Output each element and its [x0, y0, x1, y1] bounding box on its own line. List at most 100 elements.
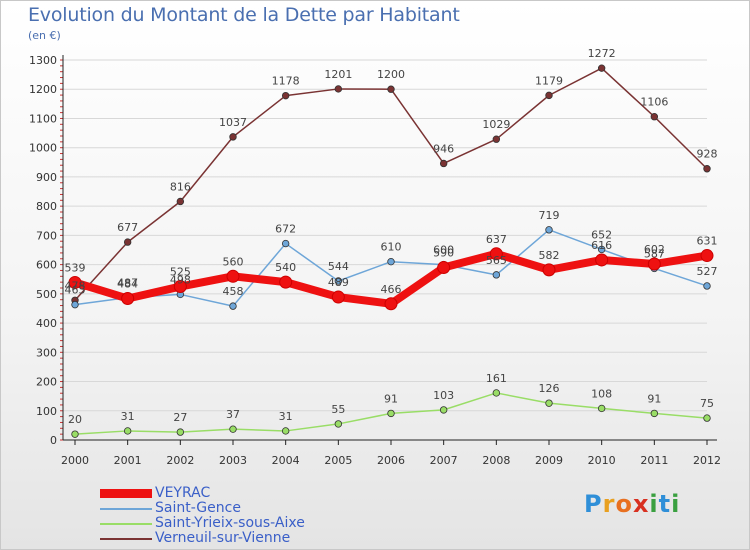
data-label-saint-gence: 719: [539, 209, 560, 222]
logo-letter: i: [671, 490, 681, 518]
data-point-saint-gence: [545, 226, 553, 234]
data-point-verneuil-sur-vienne: [439, 159, 448, 168]
data-label-saint-yrieix-sous-aixe: 31: [279, 410, 293, 423]
y-tick-label: 1100: [29, 112, 57, 125]
data-point-saint-yrieix-sous-aixe: [281, 427, 290, 435]
data-label-saint-gence: 498: [170, 273, 191, 286]
data-point-verneuil-sur-vienne: [703, 165, 711, 173]
data-label-veyrac: 616: [591, 239, 612, 252]
data-label-veyrac: 637: [486, 233, 507, 246]
data-label-saint-yrieix-sous-aixe: 75: [700, 397, 714, 410]
proxiti-logo: Proxiti: [584, 490, 680, 518]
y-tick-label: 600: [36, 259, 57, 272]
data-point-veyrac: [173, 280, 187, 294]
logo-letter: i: [649, 490, 659, 518]
x-tick-label: 2012: [693, 454, 721, 467]
data-label-veyrac: 590: [433, 247, 454, 260]
data-point-saint-gence: [387, 257, 395, 266]
data-label-veyrac: 489: [328, 276, 349, 289]
data-point-veyrac: [595, 253, 609, 267]
data-point-veyrac: [331, 290, 345, 304]
data-point-saint-gence: [334, 277, 343, 285]
data-point-saint-yrieix-sous-aixe: [703, 414, 711, 422]
legend-label-veyrac: VEYRAC: [155, 485, 211, 501]
data-label-verneuil-sur-vienne: 1178: [272, 75, 300, 88]
data-label-saint-yrieix-sous-aixe: 37: [226, 408, 240, 421]
x-tick-label: 2005: [324, 454, 352, 467]
data-label-saint-yrieix-sous-aixe: 31: [121, 410, 135, 423]
data-label-verneuil-sur-vienne: 1037: [219, 116, 247, 129]
data-label-veyrac: 560: [223, 255, 244, 268]
y-tick-label: 200: [36, 376, 57, 389]
x-tick-label: 2001: [114, 454, 142, 467]
data-point-saint-yrieix-sous-aixe: [123, 427, 132, 435]
y-tick-label: 800: [36, 200, 57, 213]
data-point-saint-yrieix-sous-aixe: [176, 428, 185, 436]
x-tick-label: 2006: [377, 454, 405, 467]
x-tick-label: 2002: [166, 454, 194, 467]
data-point-saint-yrieix-sous-aixe: [545, 399, 553, 407]
data-point-saint-yrieix-sous-aixe: [492, 389, 501, 397]
logo-letter: P: [584, 490, 603, 518]
legend-label-saint-gence: Saint-Gence: [155, 500, 241, 516]
y-tick-label: 1300: [29, 54, 57, 67]
x-tick-label: 2009: [535, 454, 563, 467]
data-label-saint-gence: 487: [117, 277, 138, 290]
data-point-veyrac: [384, 297, 398, 311]
legend-swatch-saint-gence: [100, 508, 152, 510]
y-tick-label: 1000: [29, 142, 57, 155]
data-label-veyrac: 525: [170, 266, 191, 279]
data-label-verneuil-sur-vienne: 677: [117, 221, 138, 234]
legend-item-saint-gence: Saint-Gence: [100, 500, 360, 516]
data-point-saint-yrieix-sous-aixe: [71, 430, 79, 438]
data-point-verneuil-sur-vienne: [229, 133, 237, 141]
data-label-saint-yrieix-sous-aixe: 91: [384, 392, 398, 405]
data-label-saint-yrieix-sous-aixe: 103: [433, 389, 454, 402]
data-point-saint-yrieix-sous-aixe: [650, 409, 659, 418]
data-point-veyrac: [647, 257, 661, 271]
data-point-verneuil-sur-vienne: [545, 91, 553, 100]
data-label-saint-gence: 672: [275, 223, 296, 236]
data-label-saint-gence: 587: [644, 247, 665, 260]
data-label-saint-gence: 610: [381, 241, 402, 254]
data-point-saint-yrieix-sous-aixe: [334, 420, 343, 428]
legend-swatch-saint-yrieix: [100, 523, 152, 525]
data-label-verneuil-sur-vienne: 816: [170, 180, 191, 193]
logo-letter: x: [632, 490, 650, 518]
data-point-veyrac: [700, 249, 714, 263]
data-point-verneuil-sur-vienne: [492, 135, 501, 143]
data-point-veyrac: [121, 292, 135, 306]
data-point-saint-yrieix-sous-aixe: [387, 409, 395, 418]
x-tick-label: 2000: [61, 454, 89, 467]
legend-label-saint-yrieix: Saint-Yrieix-sous-Aixe: [155, 515, 305, 531]
data-point-verneuil-sur-vienne: [387, 85, 395, 93]
data-point-veyrac: [437, 261, 451, 275]
logo-letter: o: [615, 490, 633, 518]
logo-letter: r: [602, 490, 616, 518]
data-label-saint-gence: 527: [697, 265, 718, 278]
data-point-verneuil-sur-vienne: [123, 238, 132, 246]
data-point-saint-gence: [281, 239, 290, 248]
legend-item-verneuil: Verneuil-sur-Vienne: [100, 530, 360, 546]
y-tick-label: 0: [50, 434, 57, 447]
data-point-veyrac: [489, 247, 503, 261]
legend: VEYRAC Saint-Gence Saint-Yrieix-sous-Aix…: [100, 485, 360, 546]
data-point-verneuil-sur-vienne: [597, 64, 606, 72]
data-point-saint-gence: [71, 300, 79, 309]
data-label-veyrac: 582: [539, 249, 560, 262]
data-label-saint-yrieix-sous-aixe: 161: [486, 372, 507, 385]
legend-item-saint-yrieix: Saint-Yrieix-sous-Aixe: [100, 515, 360, 531]
data-label-saint-gence: 463: [65, 284, 86, 297]
data-point-veyrac: [279, 275, 293, 289]
data-label-verneuil-sur-vienne: 1179: [535, 74, 563, 87]
x-tick-label: 2008: [482, 454, 510, 467]
data-label-saint-gence: 652: [591, 228, 612, 241]
data-point-verneuil-sur-vienne: [176, 197, 185, 206]
data-label-saint-yrieix-sous-aixe: 20: [68, 413, 82, 426]
data-label-saint-gence: 544: [328, 260, 349, 273]
data-label-veyrac: 539: [65, 261, 86, 274]
data-point-saint-yrieix-sous-aixe: [439, 406, 448, 414]
data-point-veyrac: [226, 269, 240, 283]
